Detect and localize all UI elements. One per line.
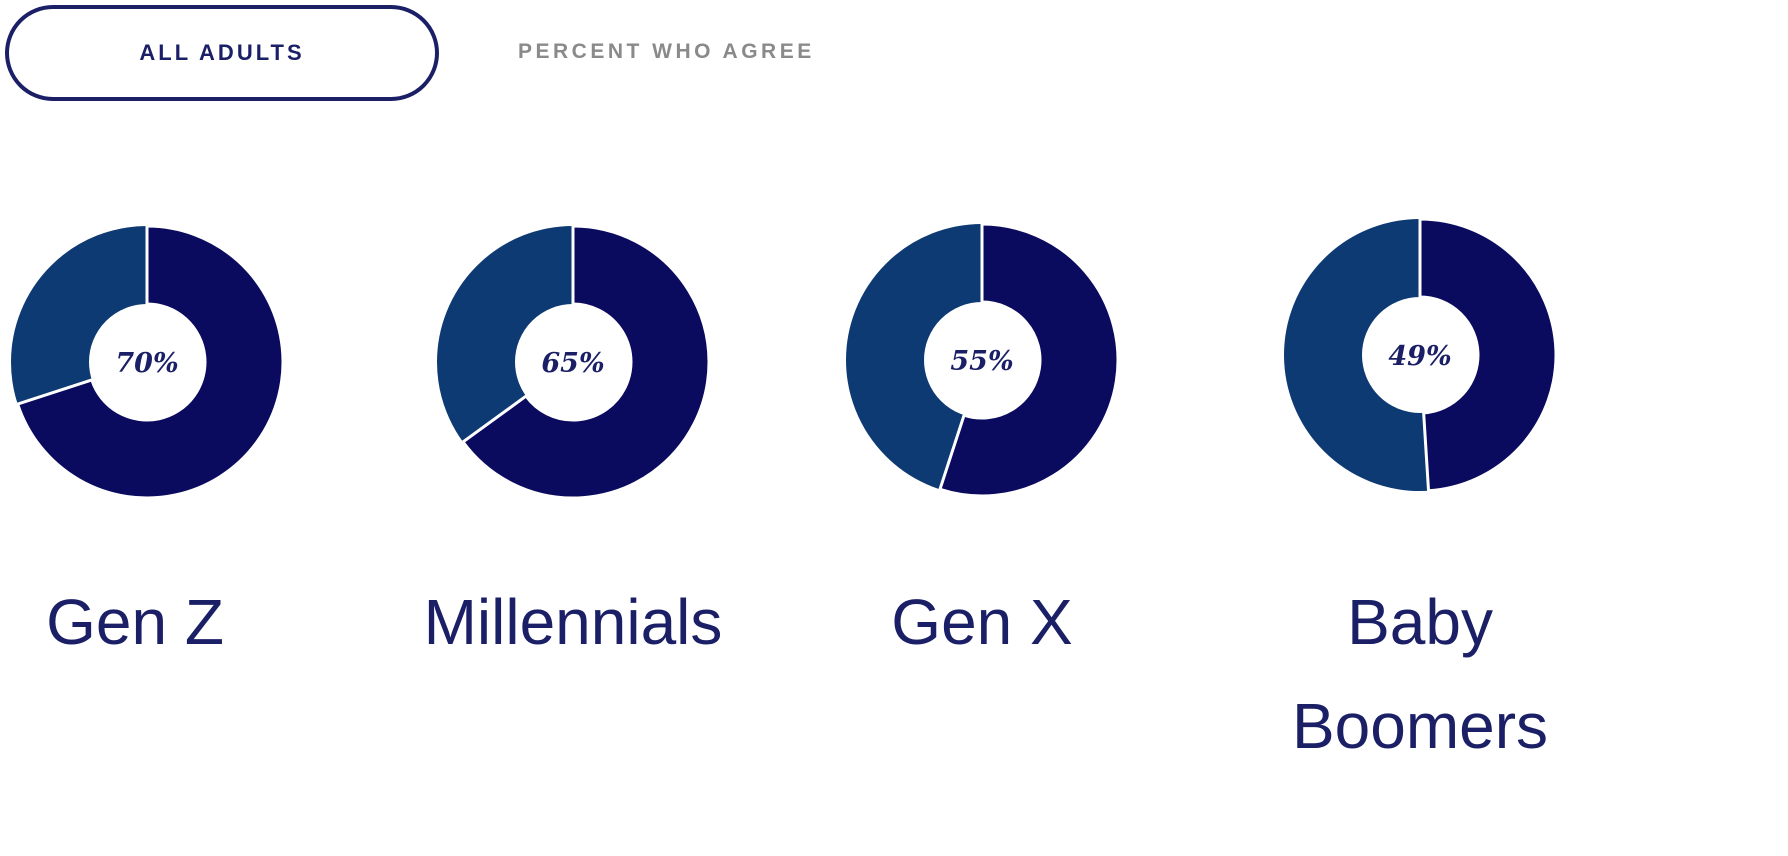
donut-segment — [15, 224, 285, 500]
donut-charts: 70% 65% 55% 49% — [11, 217, 1558, 500]
group-name: Baby Boomers — [1291, 586, 1549, 762]
value-label: 65% — [541, 348, 604, 379]
value-label: 49% — [1388, 341, 1451, 372]
donut-segment — [460, 224, 711, 500]
subtitle: PERCENT WHO AGREE — [518, 40, 815, 63]
value-label: 55% — [950, 346, 1013, 377]
group-name: Gen X — [891, 586, 1073, 658]
donut-segment — [938, 222, 1120, 498]
all-adults-button[interactable]: ALL ADULTS — [5, 5, 439, 101]
group-name: Millennials — [423, 586, 723, 658]
group-name: Gen Z — [46, 586, 224, 658]
donut-segment — [1418, 217, 1558, 493]
value-label: 70% — [115, 348, 178, 379]
